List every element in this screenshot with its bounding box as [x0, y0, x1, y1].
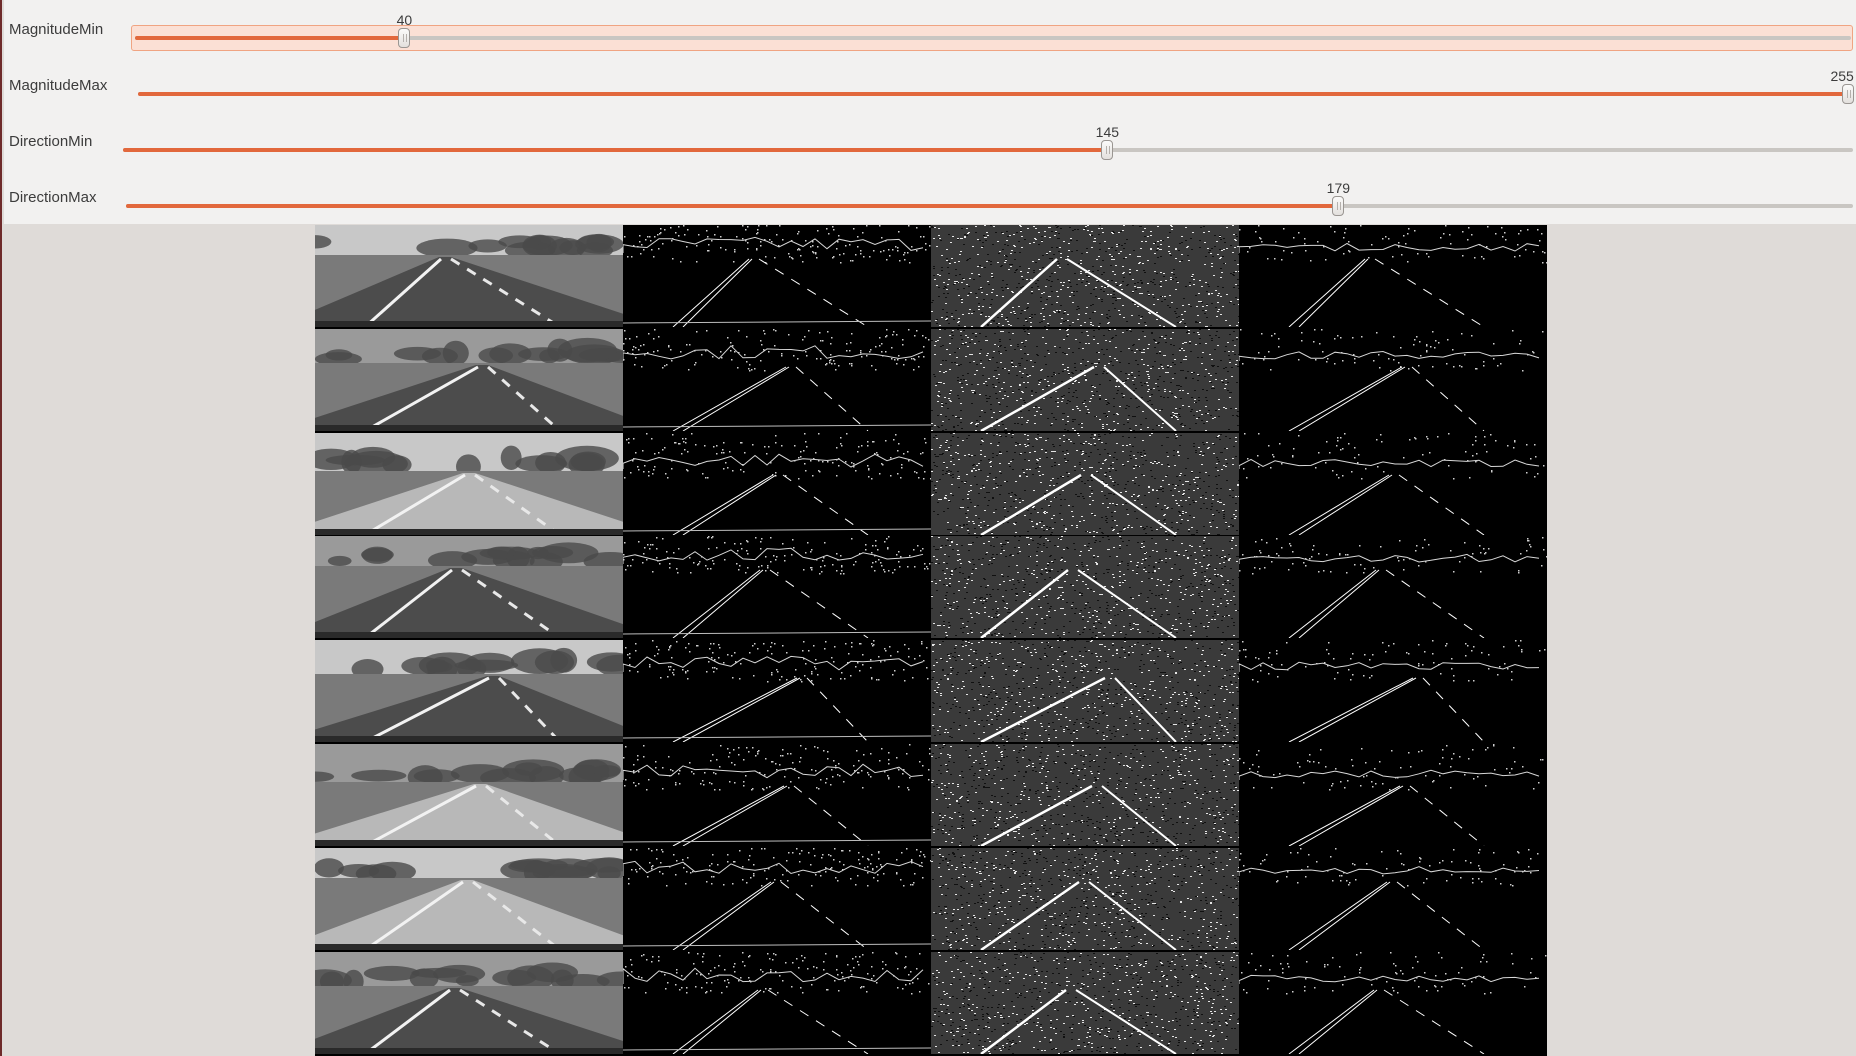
trackbar-label: DirectionMax: [9, 189, 97, 206]
trackbar-direction-max: DirectionMax 179: [4, 168, 1856, 224]
image-column-combined-threshold: [1239, 225, 1547, 1056]
slider-value: 179: [1326, 180, 1351, 196]
trackbar-magnitude-max: MagnitudeMax 255: [4, 56, 1856, 112]
image-column-magnitude-threshold: [623, 225, 931, 1056]
slider-track[interactable]: 255: [138, 68, 1854, 104]
image-tile: [931, 640, 1239, 742]
slider-track[interactable]: 179: [126, 180, 1853, 216]
image-display: [315, 225, 1547, 1056]
slider-fill: [123, 148, 1108, 152]
image-tile: [931, 536, 1239, 638]
trackbar-label: MagnitudeMin: [9, 21, 104, 38]
slider-value: 145: [1095, 124, 1120, 140]
slider-handle[interactable]: [1332, 196, 1345, 216]
image-tile: [315, 640, 623, 742]
trackbar-magnitude-min: MagnitudeMin 40: [4, 0, 1856, 56]
image-tile: [1239, 848, 1547, 950]
image-tile: [623, 433, 931, 535]
slider-value: 40: [396, 12, 413, 28]
trackbar-label: MagnitudeMax: [9, 77, 108, 94]
image-tile: [315, 536, 623, 638]
image-tile: [1239, 225, 1547, 327]
slider-handle[interactable]: [1101, 140, 1114, 160]
image-tile: [1239, 952, 1547, 1054]
image-tile: [623, 744, 931, 846]
image-tile: [623, 848, 931, 950]
slider-track[interactable]: 40: [135, 12, 1851, 48]
image-tile: [1239, 640, 1547, 742]
slider-fill: [126, 204, 1339, 208]
slider-value: 255: [1830, 68, 1854, 84]
image-tile: [1239, 329, 1547, 431]
image-tile: [623, 225, 931, 327]
image-tile: [931, 329, 1239, 431]
image-tile: [315, 225, 623, 327]
image-tile: [623, 329, 931, 431]
image-tile: [623, 536, 931, 638]
slider-fill: [135, 36, 405, 40]
image-tile: [1239, 536, 1547, 638]
image-tile: [931, 225, 1239, 327]
image-tile: [315, 433, 623, 535]
slider-fill: [138, 92, 1848, 96]
image-column-grayscale: [315, 225, 623, 1056]
image-tile: [315, 848, 623, 950]
trackbar-label: DirectionMin: [9, 133, 93, 150]
image-tile: [1239, 744, 1547, 846]
image-tile: [931, 433, 1239, 535]
image-tile: [623, 640, 931, 742]
slider-track[interactable]: 145: [123, 124, 1853, 160]
image-tile: [315, 952, 623, 1054]
image-tile: [623, 952, 931, 1054]
image-tile: [931, 952, 1239, 1054]
slider-handle[interactable]: [1842, 84, 1854, 104]
image-column-direction-threshold: [931, 225, 1239, 1056]
image-tile: [315, 329, 623, 431]
image-tile: [931, 848, 1239, 950]
image-tile: [1239, 433, 1547, 535]
image-tile: [315, 744, 623, 846]
image-tile: [931, 744, 1239, 846]
slider-handle[interactable]: [398, 28, 411, 48]
trackbar-direction-min: DirectionMin 145: [4, 112, 1856, 168]
trackbar-panel: MagnitudeMin 40 MagnitudeMax 255 Directi…: [4, 0, 1856, 224]
